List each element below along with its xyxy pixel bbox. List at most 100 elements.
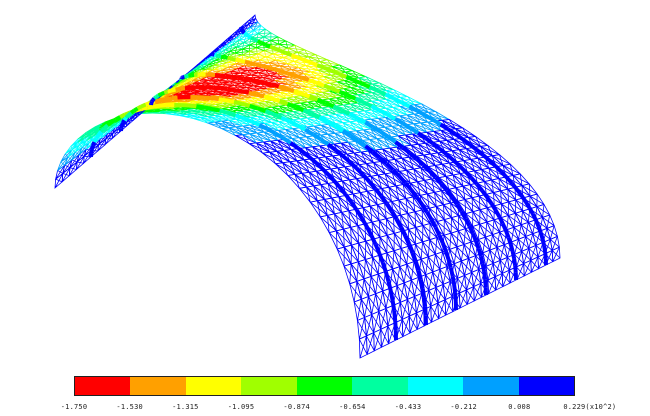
arch-rib-segment (269, 44, 276, 51)
arch-rib-segment (390, 210, 399, 221)
arch-rib-segment (437, 234, 445, 244)
arch-rib-segment (308, 78, 318, 85)
arch-rib-segment (512, 258, 518, 267)
arch-rib-segment (368, 85, 379, 93)
arch-rib-segment (356, 139, 367, 148)
arch-rib-segment (315, 80, 325, 88)
truss-cell (358, 335, 368, 359)
arch-rib-segment (218, 97, 227, 103)
arch-rib-segment (476, 247, 483, 257)
truss-cell (350, 261, 365, 282)
arch-rib-segment (91, 141, 97, 147)
arch-rib-segment (458, 164, 467, 174)
arch-rib-segment (349, 133, 360, 143)
arch-rib-segment (326, 142, 337, 152)
arch-rib-segment (418, 278, 425, 289)
arch-rib-segment (153, 103, 161, 109)
truss-cell (435, 204, 453, 221)
arch-rib-segment (448, 267, 455, 277)
arch-rib-segment (140, 102, 147, 109)
arch-rib-segment (468, 142, 478, 152)
arch-rib-segment (311, 158, 322, 168)
arch-rib-segment (345, 75, 355, 82)
arch-rib-segment (250, 77, 258, 84)
arch-rib-segment (331, 86, 341, 94)
legend-swatch-2 (130, 377, 186, 395)
arch-rib-segment (323, 66, 333, 73)
arch-rib-segment (280, 115, 291, 124)
arch-rib-segment (538, 232, 545, 240)
truss-cell (366, 331, 375, 356)
arch-rib-segment (480, 263, 487, 272)
arch-rib-segment (242, 116, 253, 124)
truss-cell (248, 53, 268, 61)
truss-cell (357, 259, 372, 280)
truss-cell (256, 50, 275, 58)
truss-cell (521, 183, 538, 197)
arch-rib-segment (371, 125, 382, 134)
truss-cell (415, 225, 431, 243)
truss-cell (336, 246, 352, 267)
arch-rib-segment (266, 127, 277, 136)
arch-rib-segment (431, 141, 441, 151)
arch-rib-segment (316, 63, 326, 70)
truss-cell (430, 302, 439, 323)
arch-rib-segment (409, 126, 420, 135)
arch-rib-segment (114, 115, 122, 122)
truss-cell (277, 40, 296, 49)
arch-rib-segment (404, 181, 413, 192)
truss-cell (257, 28, 272, 38)
arch-rib-segment (149, 100, 154, 104)
legend-tick-label: -0.212 (450, 403, 477, 411)
arch-rib-segment (413, 261, 421, 272)
truss-cell (443, 217, 459, 234)
arch-rib-segment (226, 110, 237, 118)
truss-cell (342, 226, 360, 246)
arch-rib-segment (439, 182, 449, 192)
arch-rib-segment (438, 147, 448, 156)
arch-rib-segment (304, 152, 315, 162)
arch-rib-segment (279, 48, 287, 55)
arch-rib-segment (453, 292, 458, 302)
arch-rib-segment (385, 162, 395, 172)
arch-rib-segment (392, 96, 403, 105)
arch-rib-segment (433, 226, 442, 236)
arch-rib-segment (483, 279, 488, 288)
arch-rib-segment (478, 255, 485, 265)
truss-cell (414, 241, 429, 260)
arch-rib-segment (348, 112, 359, 120)
legend-swatch-3 (185, 377, 242, 395)
arch-rib-segment (454, 132, 464, 141)
arch-rib-segment (213, 52, 217, 58)
arched-truss-roof (54, 14, 561, 359)
arch-rib-segment (386, 135, 397, 144)
arch-rib-segment (233, 88, 242, 94)
arch-rib-segment (377, 252, 385, 264)
arch-rib-segment (408, 151, 418, 161)
truss-cell (373, 328, 382, 352)
arch-rib-segment (360, 81, 371, 89)
arch-rib-segment (371, 150, 382, 160)
arch-rib-segment (331, 178, 341, 189)
arch-rib-segment (400, 100, 411, 109)
arch-rib-segment (303, 58, 312, 65)
arch-rib-segment (470, 232, 478, 242)
arch-rib-segment (237, 75, 245, 81)
truss-cell (464, 197, 481, 213)
arch-rib-segment (119, 125, 124, 129)
arch-rib-segment (416, 109, 427, 117)
arch-rib-segment (167, 88, 172, 94)
arch-rib-segment (499, 170, 509, 179)
legend-tick-label: -1.750 (60, 403, 88, 411)
arch-rib-segment (461, 137, 471, 147)
arch-rib-segment (379, 194, 389, 205)
truss-cell (364, 256, 379, 277)
arch-rib-segment (300, 75, 310, 83)
arch-rib-segment (271, 96, 281, 104)
arch-rib-segment (218, 53, 222, 59)
legend-tick-label: -0.433 (394, 403, 422, 411)
arch-rib-segment (290, 53, 299, 60)
arch-rib-segment (163, 89, 169, 95)
truss-cell (523, 259, 532, 277)
arch-rib-segment (338, 71, 348, 79)
